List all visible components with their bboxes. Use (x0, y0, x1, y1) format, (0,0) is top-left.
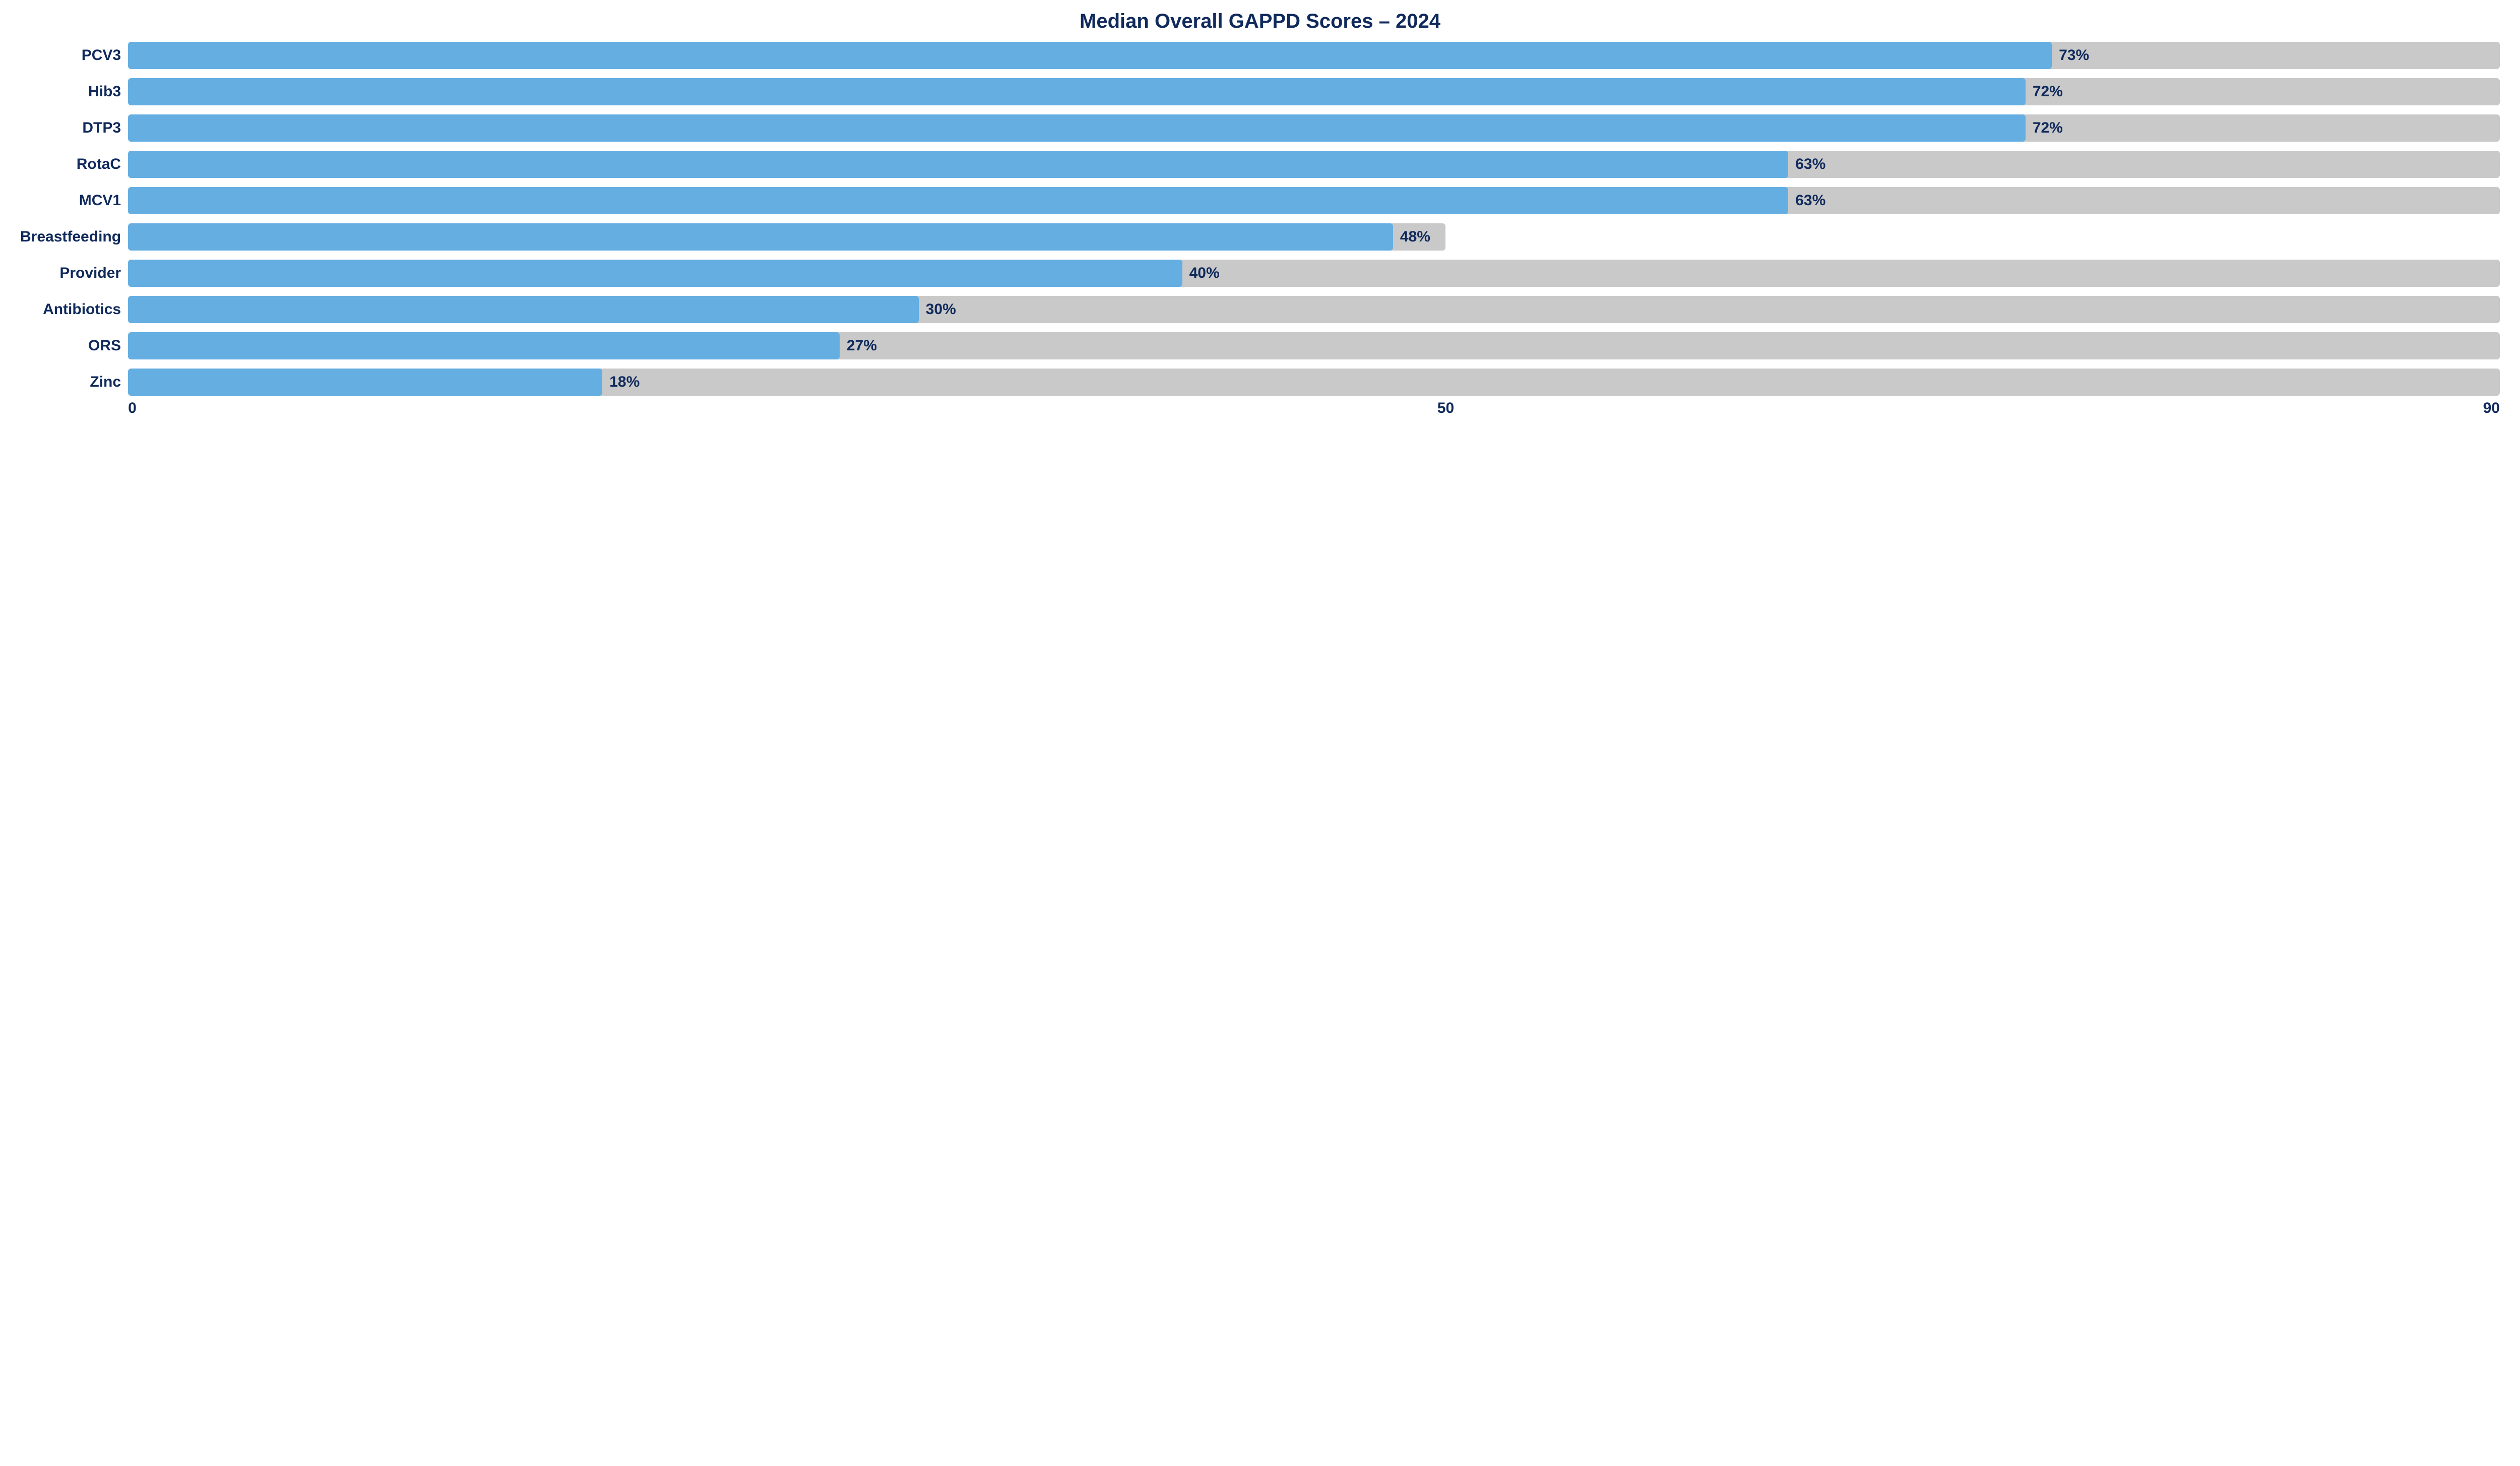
bar-value-label: 72% (2033, 83, 2063, 100)
bar-track (128, 78, 2500, 105)
y-label: ORS (20, 332, 121, 359)
bar-row: 40% (128, 260, 2500, 287)
bar-track (128, 151, 2500, 178)
x-axis-ticks: 0 50 90 (128, 400, 2500, 419)
y-label: Hib3 (20, 78, 121, 105)
y-label: Breastfeeding (20, 223, 121, 251)
bar-row: 30% (128, 296, 2500, 323)
bar-fill (128, 114, 2026, 142)
bar-track (128, 187, 2500, 214)
bar-value-label: 73% (2059, 47, 2089, 64)
bar-row: 63% (128, 187, 2500, 214)
bar-row: 63% (128, 151, 2500, 178)
y-label: PCV3 (20, 42, 121, 69)
bar-fill (128, 332, 840, 359)
bar-track (128, 260, 2500, 287)
x-tick: 0 (128, 400, 137, 417)
bar-track (128, 114, 2500, 142)
bar-track (128, 296, 2500, 323)
bar-track (128, 369, 2500, 396)
bar-value-label: 63% (1795, 192, 1825, 209)
bar-row: 48% (128, 223, 2500, 251)
bar-track (128, 223, 1445, 251)
bar-value-label: 18% (609, 374, 640, 391)
bar-value-label: 72% (2033, 119, 2063, 137)
bar-value-label: 63% (1795, 156, 1825, 173)
bar-fill (128, 223, 1393, 251)
x-tick: 50 (1437, 400, 1454, 417)
y-label: RotaC (20, 151, 121, 178)
y-label: Antibiotics (20, 296, 121, 323)
bar-value-label: 40% (1189, 265, 1220, 282)
bar-fill (128, 369, 602, 396)
bar-row: 73% (128, 42, 2500, 69)
bar-fill (128, 78, 2026, 105)
bar-value-label: 30% (926, 301, 956, 318)
gappd-chart: Median Overall GAPPD Scores – 2024 PCV3 H… (0, 0, 2520, 434)
bar-fill (128, 296, 919, 323)
bar-fill (128, 187, 1788, 214)
x-axis: 0 50 90 (20, 400, 2500, 419)
bar-row: 72% (128, 78, 2500, 105)
chart-title: Median Overall GAPPD Scores – 2024 (20, 10, 2500, 33)
y-label: Zinc (20, 369, 121, 396)
bar-fill (128, 42, 2052, 69)
y-label: MCV1 (20, 187, 121, 214)
y-label: Provider (20, 260, 121, 287)
bar-row: 27% (128, 332, 2500, 359)
y-label: DTP3 (20, 114, 121, 142)
bar-fill (128, 151, 1788, 178)
bar-fill (128, 260, 1182, 287)
bar-row: 18% (128, 369, 2500, 396)
bar-area: 73% 72% 72% 63% 63% 48% 40% 30% 27% 18% (128, 42, 2500, 396)
bar-track (128, 42, 2500, 69)
bar-track (128, 332, 2500, 359)
chart-body: PCV3 Hib3 DTP3 RotaC MCV1 Breastfeeding Provid… (20, 42, 2500, 396)
bar-value-label: 48% (1400, 228, 1430, 246)
bar-row: 72% (128, 114, 2500, 142)
x-tick: 90 (2483, 400, 2500, 417)
y-axis-labels: PCV3 Hib3 DTP3 RotaC MCV1 Breastfeeding Provid… (20, 42, 128, 396)
bar-value-label: 27% (847, 337, 877, 354)
